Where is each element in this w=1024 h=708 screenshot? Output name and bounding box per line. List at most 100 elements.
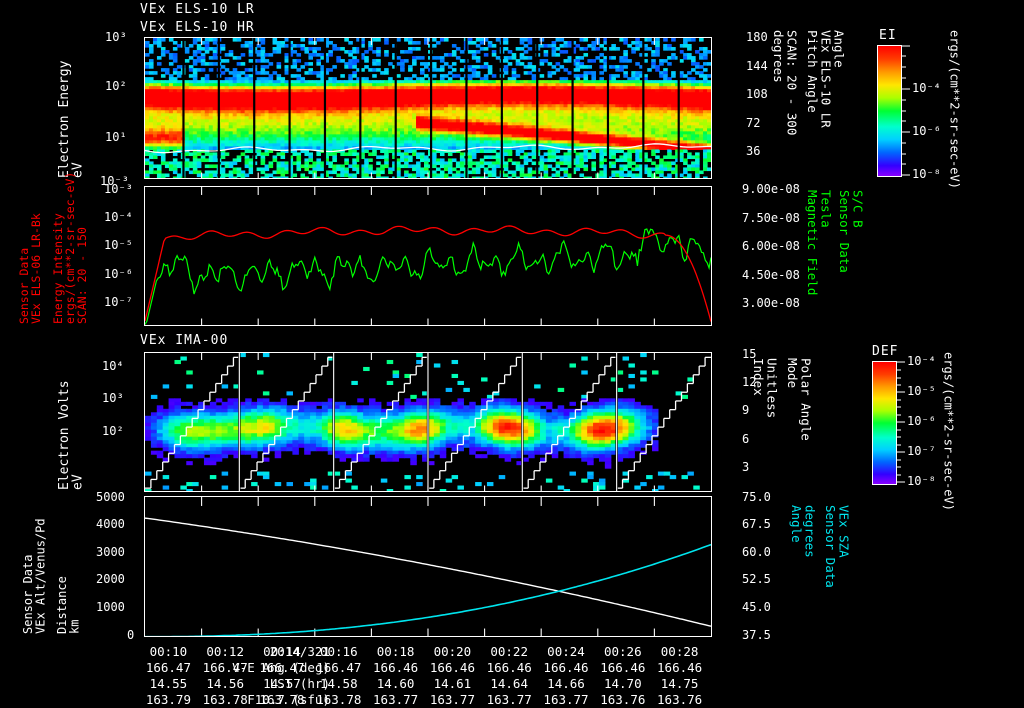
panel2-ytick-1: 10⁻⁴	[104, 210, 133, 224]
panel1-colorbar-name: EI	[879, 28, 897, 43]
panel4-rtick-1: 67.5	[742, 517, 771, 531]
panel3-spectrogram-frame	[144, 352, 712, 492]
bottom-f107-4: 163.77	[373, 692, 419, 707]
panel2-right-axis-label: S/C B Sensor Data	[837, 190, 865, 325]
panel3-right-axis-label: Polar Angle Mode	[785, 358, 814, 488]
bottom-time-9: 00:28	[660, 644, 699, 659]
bottom-ve-ang-8: 166.46	[600, 660, 646, 675]
bottom-row-label-date: 2014/321	[269, 644, 330, 659]
bottom-f107-3: 163.78	[316, 692, 362, 707]
panel1-rtick-2: 108	[746, 87, 768, 101]
bottom-row-label-f107: F10.7 (sfu)	[247, 692, 330, 707]
panel3-colorbar-tick-0: 10⁻⁴	[907, 354, 936, 368]
panel3-right-axis-label-units: Unitless Index	[751, 358, 780, 488]
panel1-colorbar-unit: ergs/(cm**2-sr-sec-eV)	[947, 30, 962, 189]
bottom-f107-9: 163.76	[657, 692, 703, 707]
bottom-time-6: 00:22	[490, 644, 528, 659]
p3-ral1: Polar Angle	[798, 358, 814, 441]
panel2-ytick-0: 10⁻³	[104, 182, 133, 196]
p2-lal1: VEx ELS-06 LR-Bk	[29, 213, 44, 324]
bottom-ve-ang-5: 166.46	[429, 660, 475, 675]
panel3-rtick-3: 6	[742, 432, 750, 446]
panel1-plot-frame	[144, 37, 712, 179]
panel1-rtick-4: 36	[746, 144, 761, 158]
panel3-ytick-2: 10²	[102, 424, 124, 438]
bottom-f107-0: 163.79	[145, 692, 191, 707]
panel4-right-axis-label: VEx SZA Sensor Data	[823, 505, 851, 635]
panel1-right-axis-label-scan: SCAN: 20 - 300 degrees	[771, 30, 800, 180]
panel3-colorbar-ticks	[897, 361, 905, 483]
panel1-colorbar-tick-1: 10⁻⁶	[912, 124, 941, 138]
panel4-ytick-5: 0	[127, 628, 135, 642]
bottom-time-0: 00:10	[149, 644, 188, 659]
panel4-ytick-0: 5000	[96, 490, 125, 504]
panel3-colorbar-name: DEF	[872, 344, 899, 359]
panel1-title-hr: VEx ELS-10 HR	[140, 20, 255, 35]
panel4-plot-frame	[144, 496, 712, 637]
bottom-lst-4: 14.60	[376, 676, 415, 691]
bottom-table: 2014/321 V-E Ang (deg) LST (hr) F10.7 (s…	[0, 644, 1024, 708]
panel4-rtick-2: 60.0	[742, 545, 771, 559]
panel1-spectrogram	[145, 38, 711, 178]
p2-ral3: Tesla	[818, 190, 834, 228]
panel1-ytick-2: 10¹	[105, 130, 127, 144]
panel2-left-axis-label-units: Energy Intensity ergs/(cm**2-sr-sec-eV) …	[51, 172, 89, 324]
bottom-lst-8: 14.70	[603, 676, 642, 691]
panel4-ytick-4: 1000	[96, 600, 125, 614]
panel3-colorbar-unit: ergs/(cm**2-sr-sec-eV)	[941, 352, 956, 511]
p4-ral3: degrees	[802, 505, 818, 558]
panel1-colorbar	[877, 45, 902, 177]
bottom-lst-9: 14.75	[660, 676, 699, 691]
bottom-lst-1: 14.56	[206, 676, 244, 691]
p1-ral0: Pitch Angle	[805, 30, 821, 113]
panel3-colorbar-tick-3: 10⁻⁷	[907, 444, 936, 458]
panel2-ytick-3: 10⁻⁶	[104, 267, 133, 281]
bottom-time-5: 00:20	[433, 644, 472, 659]
bottom-ve-ang-3: 166.47	[316, 660, 362, 675]
panel3-rtick-4: 3	[742, 460, 750, 474]
p3-lal1: eV	[70, 474, 86, 490]
bottom-f107-1: 163.78	[202, 692, 248, 707]
p1-ral1: VEx ELS-10 LR	[818, 30, 834, 128]
bottom-ve-ang-0: 166.47	[145, 660, 191, 675]
bottom-ve-ang-7: 166.46	[543, 660, 589, 675]
bottom-lst-6: 14.64	[490, 676, 528, 691]
bottom-time-7: 00:24	[547, 644, 585, 659]
bottom-ve-ang-6: 166.46	[486, 660, 532, 675]
bottom-ve-ang-4: 166.46	[373, 660, 419, 675]
panel3-colorbar-tick-2: 10⁻⁶	[907, 414, 936, 428]
panel3-rtick-1: 12	[742, 375, 757, 389]
p4-lal1: VEx Alt/Venus/Pd	[33, 518, 48, 634]
panel2-rtick-2: 6.00e-08	[742, 239, 800, 253]
panel1-colorbar-tick-2: 10⁻⁸	[912, 167, 941, 181]
panel2-right-axis-label-units: Tesla Magnetic Field	[805, 190, 834, 325]
panel2-ytick-2: 10⁻⁵	[104, 238, 133, 252]
bottom-row-label-veang: V-E Ang (deg)	[232, 660, 330, 675]
panel2-rtick-3: 4.50e-08	[742, 268, 800, 282]
p1-ral4: SCAN: 20 - 300	[784, 30, 800, 136]
p3-ral3: Unitless	[764, 358, 780, 419]
bottom-time-1: 00:12	[206, 644, 244, 659]
p4-ral2: Angle	[789, 505, 805, 543]
panel1-right-axis-label: Angle VEx ELS-10 LR Pitch Angle	[805, 30, 846, 180]
p1-ral3: degrees	[771, 30, 787, 83]
panel3-ytick-0: 10⁴	[102, 359, 124, 373]
p3-ral2: Index	[751, 358, 767, 396]
bottom-time-3: 00:16	[319, 644, 358, 659]
bottom-lst-2: 14.57	[263, 676, 301, 691]
panel2-ytick-4: 10⁻⁷	[104, 295, 133, 309]
bottom-row-label-lst: LST (hr)	[269, 676, 330, 691]
p4-lal3: km	[67, 619, 82, 634]
panel1-rtick-3: 72	[746, 116, 761, 130]
panel4-lines	[145, 497, 711, 636]
bottom-ve-ang-9: 166.46	[657, 660, 703, 675]
bottom-lst-0: 14.55	[149, 676, 188, 691]
panel2-rtick-1: 7.50e-08	[742, 211, 800, 225]
bottom-ve-ang-1: 166.47	[202, 660, 248, 675]
panel3-left-axis-label: Electron Volts eV	[57, 362, 86, 490]
panel1-colorbar-tick-0: 10⁻⁴	[912, 81, 941, 95]
bottom-f107-7: 163.77	[543, 692, 589, 707]
bottom-lst-3: 14.58	[319, 676, 358, 691]
p4-ral0: Sensor Data	[823, 505, 839, 588]
panel1-colorbar-gradient	[878, 46, 901, 176]
